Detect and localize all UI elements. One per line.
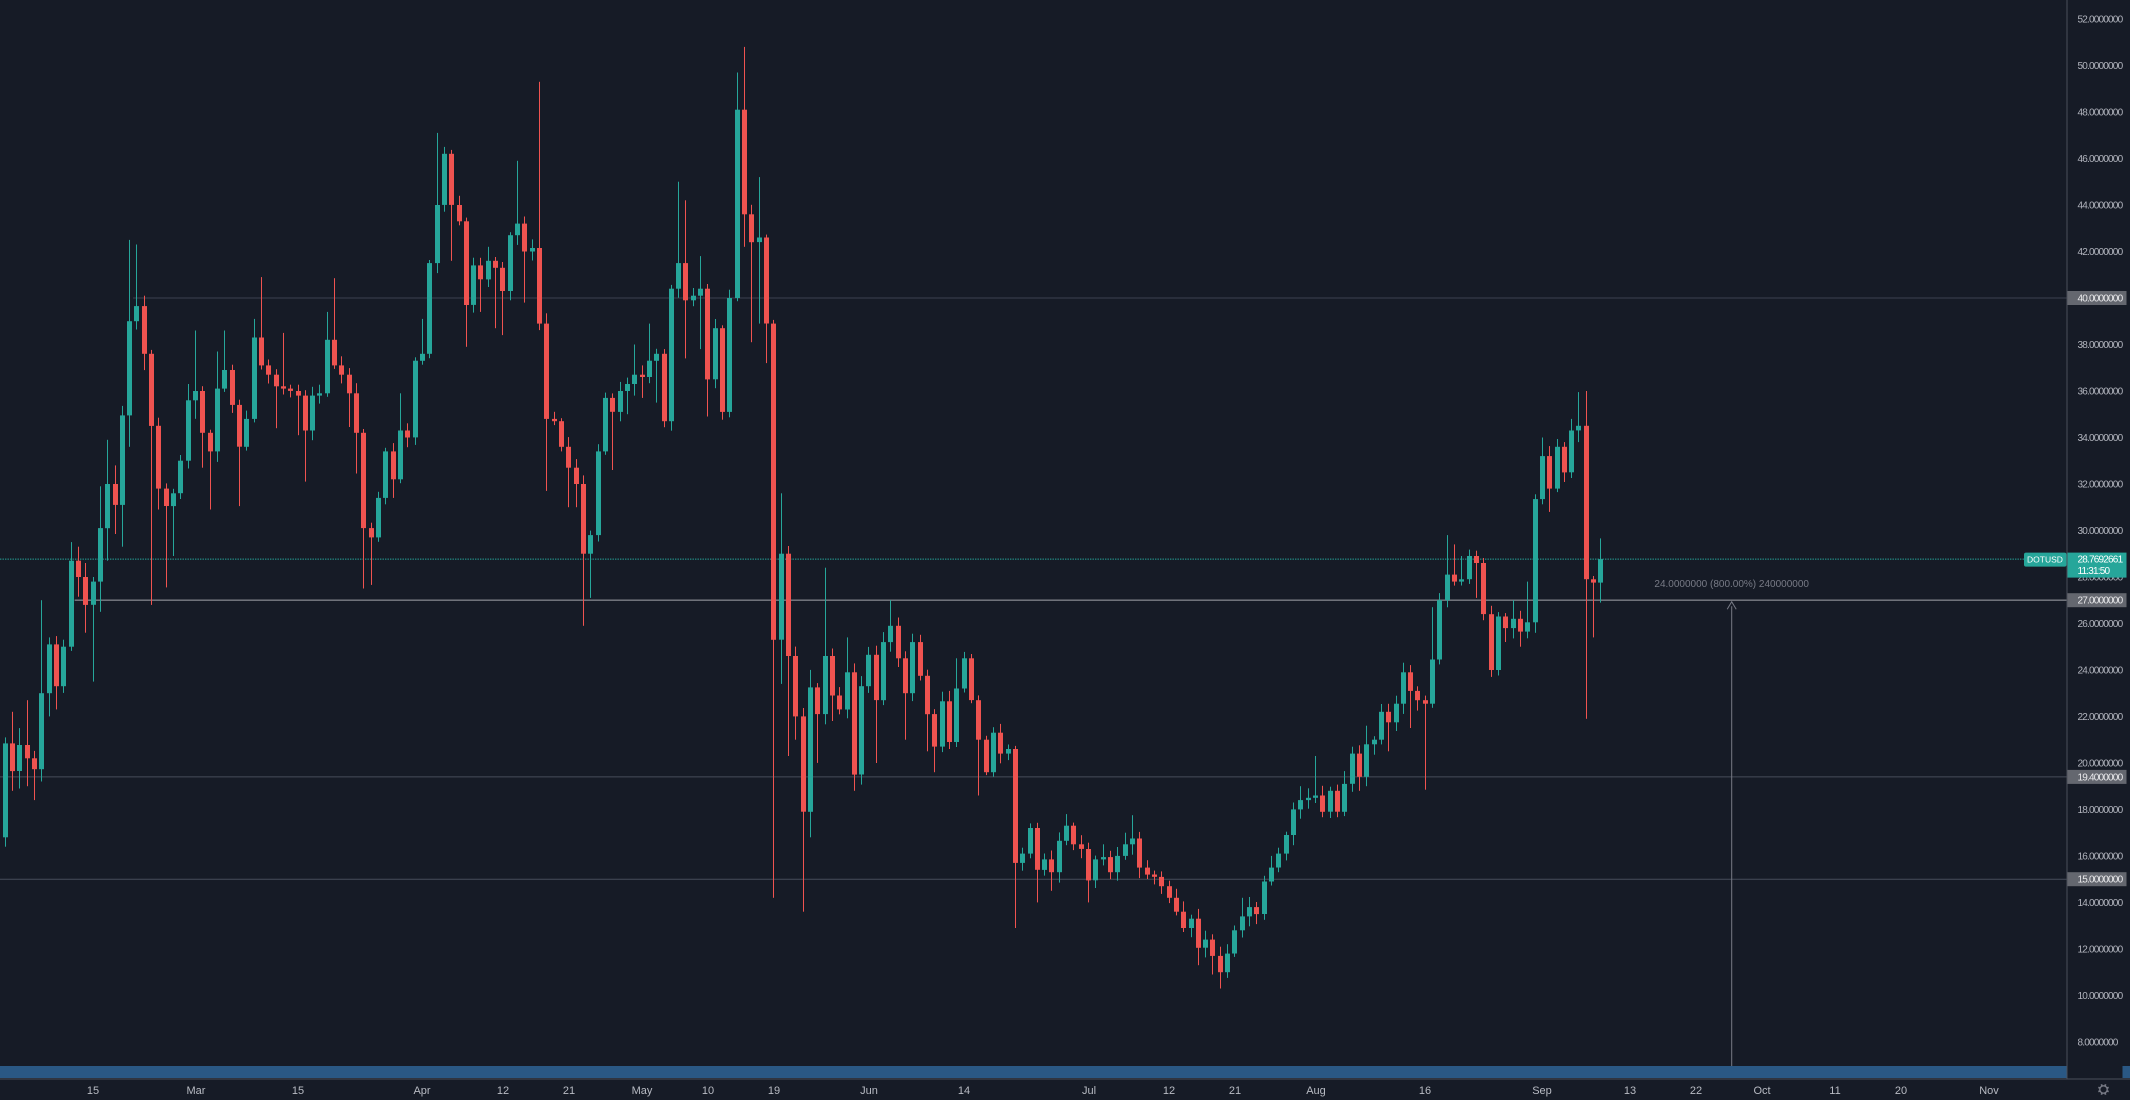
svg-text:15: 15	[87, 1085, 99, 1097]
svg-text:Aug: Aug	[1306, 1085, 1326, 1097]
svg-text:14.0000000: 14.0000000	[2078, 898, 2124, 909]
svg-text:DOTUSD: DOTUSD	[2027, 555, 2063, 565]
svg-text:15.0000000: 15.0000000	[2078, 875, 2124, 886]
svg-text:Apr: Apr	[413, 1085, 430, 1097]
svg-text:50.0000000: 50.0000000	[2078, 61, 2124, 72]
svg-text:12.0000000: 12.0000000	[2078, 944, 2124, 955]
svg-text:19.4000000: 19.4000000	[2078, 772, 2124, 783]
svg-text:32.0000000: 32.0000000	[2078, 480, 2124, 491]
svg-text:May: May	[632, 1085, 653, 1097]
svg-text:36.0000000: 36.0000000	[2078, 387, 2124, 398]
svg-text:46.0000000: 46.0000000	[2078, 154, 2124, 165]
svg-text:22: 22	[1690, 1085, 1702, 1097]
svg-text:11:31:50: 11:31:50	[2078, 566, 2111, 577]
svg-text:8.0000000: 8.0000000	[2078, 1037, 2119, 1048]
svg-text:12: 12	[1163, 1085, 1175, 1097]
svg-text:Sep: Sep	[1532, 1085, 1552, 1097]
svg-text:Oct: Oct	[1753, 1085, 1770, 1097]
svg-text:48.0000000: 48.0000000	[2078, 108, 2124, 119]
svg-text:26.0000000: 26.0000000	[2078, 619, 2124, 630]
svg-text:Nov: Nov	[1979, 1085, 1999, 1097]
svg-text:18.0000000: 18.0000000	[2078, 805, 2124, 816]
svg-text:Mar: Mar	[187, 1085, 206, 1097]
svg-text:Jul: Jul	[1082, 1085, 1096, 1097]
svg-text:21: 21	[563, 1085, 575, 1097]
svg-text:40.0000000: 40.0000000	[2078, 294, 2124, 305]
svg-text:20.0000000: 20.0000000	[2078, 758, 2124, 769]
svg-text:28.0000000: 28.0000000	[2078, 573, 2124, 584]
svg-text:44.0000000: 44.0000000	[2078, 201, 2124, 212]
svg-text:42.0000000: 42.0000000	[2078, 247, 2124, 258]
svg-text:Jun: Jun	[860, 1085, 878, 1097]
svg-text:14: 14	[958, 1085, 970, 1097]
svg-text:20: 20	[1895, 1085, 1907, 1097]
svg-text:30.0000000: 30.0000000	[2078, 526, 2124, 537]
svg-text:24.0000000: 24.0000000	[2078, 665, 2124, 676]
svg-text:34.0000000: 34.0000000	[2078, 433, 2124, 444]
svg-text:27.0000000: 27.0000000	[2078, 596, 2124, 607]
svg-text:21: 21	[1229, 1085, 1241, 1097]
svg-text:13: 13	[1624, 1085, 1636, 1097]
svg-text:24.0000000 (800.00%) 240000000: 24.0000000 (800.00%) 240000000	[1654, 579, 1809, 590]
svg-text:12: 12	[497, 1085, 509, 1097]
svg-text:11: 11	[1829, 1085, 1840, 1097]
svg-text:22.0000000: 22.0000000	[2078, 712, 2124, 723]
svg-text:10.0000000: 10.0000000	[2078, 991, 2124, 1002]
svg-text:38.0000000: 38.0000000	[2078, 340, 2124, 351]
svg-text:28.7692661: 28.7692661	[2078, 555, 2124, 566]
svg-text:10: 10	[702, 1085, 714, 1097]
svg-text:52.0000000: 52.0000000	[2078, 15, 2124, 26]
svg-text:16.0000000: 16.0000000	[2078, 851, 2124, 862]
svg-text:19: 19	[768, 1085, 780, 1097]
svg-text:16: 16	[1419, 1085, 1431, 1097]
svg-text:15: 15	[292, 1085, 304, 1097]
